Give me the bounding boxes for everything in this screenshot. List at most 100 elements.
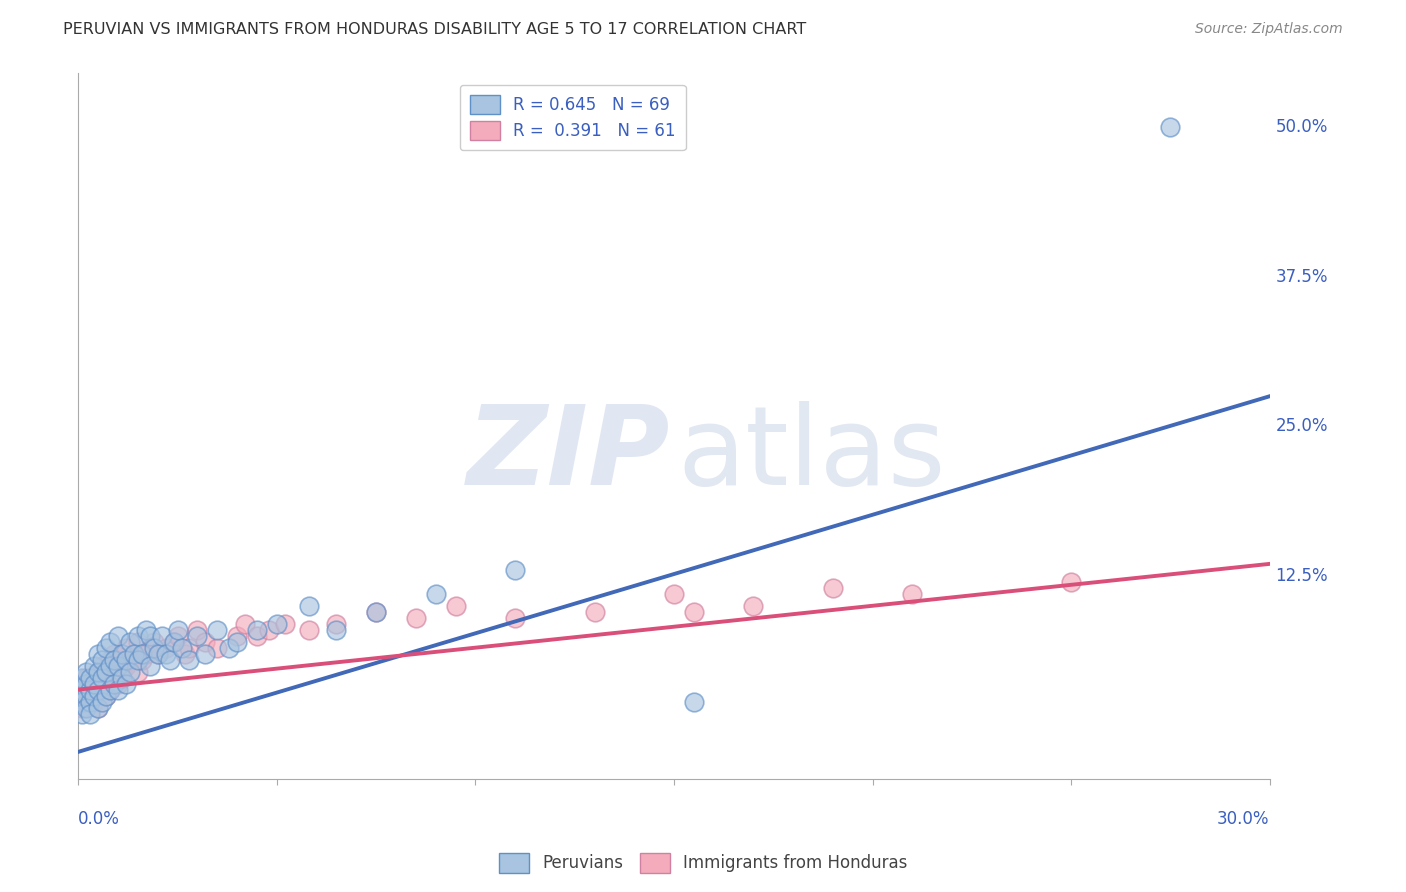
Point xyxy=(94,665,117,679)
Point xyxy=(87,700,110,714)
Point xyxy=(150,629,173,643)
Point xyxy=(583,605,606,619)
Point xyxy=(155,647,177,661)
Point xyxy=(75,671,97,685)
Point xyxy=(70,695,93,709)
Point xyxy=(87,682,110,697)
Point xyxy=(226,629,249,643)
Point xyxy=(186,629,208,643)
Point xyxy=(155,640,177,655)
Text: 30.0%: 30.0% xyxy=(1218,810,1270,828)
Point xyxy=(115,658,138,673)
Point xyxy=(682,605,704,619)
Text: Source: ZipAtlas.com: Source: ZipAtlas.com xyxy=(1195,22,1343,37)
Point xyxy=(70,706,93,721)
Point xyxy=(142,640,165,655)
Point xyxy=(107,629,129,643)
Point xyxy=(103,671,125,685)
Point xyxy=(91,695,114,709)
Point xyxy=(325,623,347,637)
Point xyxy=(139,640,162,655)
Point xyxy=(115,676,138,690)
Point xyxy=(297,599,319,613)
Point xyxy=(901,587,924,601)
Point xyxy=(127,653,149,667)
Point xyxy=(94,689,117,703)
Point xyxy=(226,634,249,648)
Point xyxy=(83,676,105,690)
Point xyxy=(75,689,97,703)
Point xyxy=(91,671,114,685)
Point xyxy=(139,629,162,643)
Point xyxy=(266,616,288,631)
Point xyxy=(1060,574,1083,589)
Point xyxy=(135,623,157,637)
Point xyxy=(75,700,97,714)
Point xyxy=(98,653,121,667)
Point xyxy=(257,623,280,637)
Point xyxy=(83,695,105,709)
Point xyxy=(75,682,97,697)
Point xyxy=(297,623,319,637)
Point xyxy=(405,611,427,625)
Point xyxy=(118,653,141,667)
Point xyxy=(83,658,105,673)
Point xyxy=(246,629,269,643)
Point xyxy=(131,653,153,667)
Point xyxy=(70,689,93,703)
Point xyxy=(103,653,125,667)
Point xyxy=(146,647,169,661)
Point xyxy=(98,682,121,697)
Point xyxy=(444,599,467,613)
Point xyxy=(127,665,149,679)
Point xyxy=(1159,120,1181,134)
Point xyxy=(179,640,201,655)
Point xyxy=(186,623,208,637)
Point xyxy=(91,658,114,673)
Point xyxy=(682,695,704,709)
Point xyxy=(70,671,93,685)
Point xyxy=(131,647,153,661)
Point xyxy=(662,587,685,601)
Point xyxy=(79,689,101,703)
Point xyxy=(166,629,188,643)
Point xyxy=(98,634,121,648)
Point xyxy=(111,671,134,685)
Point xyxy=(325,616,347,631)
Point xyxy=(159,653,181,667)
Point xyxy=(83,671,105,685)
Text: PERUVIAN VS IMMIGRANTS FROM HONDURAS DISABILITY AGE 5 TO 17 CORRELATION CHART: PERUVIAN VS IMMIGRANTS FROM HONDURAS DIS… xyxy=(63,22,807,37)
Point xyxy=(79,682,101,697)
Point xyxy=(366,605,388,619)
Point xyxy=(70,682,93,697)
Point xyxy=(75,695,97,709)
Point xyxy=(179,653,201,667)
Text: ZIP: ZIP xyxy=(467,401,671,508)
Point xyxy=(103,676,125,690)
Point xyxy=(122,647,145,661)
Point xyxy=(139,658,162,673)
Point xyxy=(194,634,217,648)
Point xyxy=(79,671,101,685)
Point xyxy=(111,665,134,679)
Point xyxy=(742,599,765,613)
Point xyxy=(218,640,240,655)
Point xyxy=(207,640,229,655)
Point xyxy=(118,634,141,648)
Point xyxy=(118,665,141,679)
Point xyxy=(79,706,101,721)
Point xyxy=(79,695,101,709)
Point xyxy=(94,640,117,655)
Point xyxy=(135,647,157,661)
Point xyxy=(79,676,101,690)
Text: 25.0%: 25.0% xyxy=(1275,417,1329,435)
Point xyxy=(194,647,217,661)
Point xyxy=(366,605,388,619)
Point xyxy=(107,658,129,673)
Text: 12.5%: 12.5% xyxy=(1275,566,1329,585)
Point xyxy=(162,634,184,648)
Point xyxy=(91,653,114,667)
Point xyxy=(170,640,193,655)
Point xyxy=(87,682,110,697)
Point xyxy=(821,581,844,595)
